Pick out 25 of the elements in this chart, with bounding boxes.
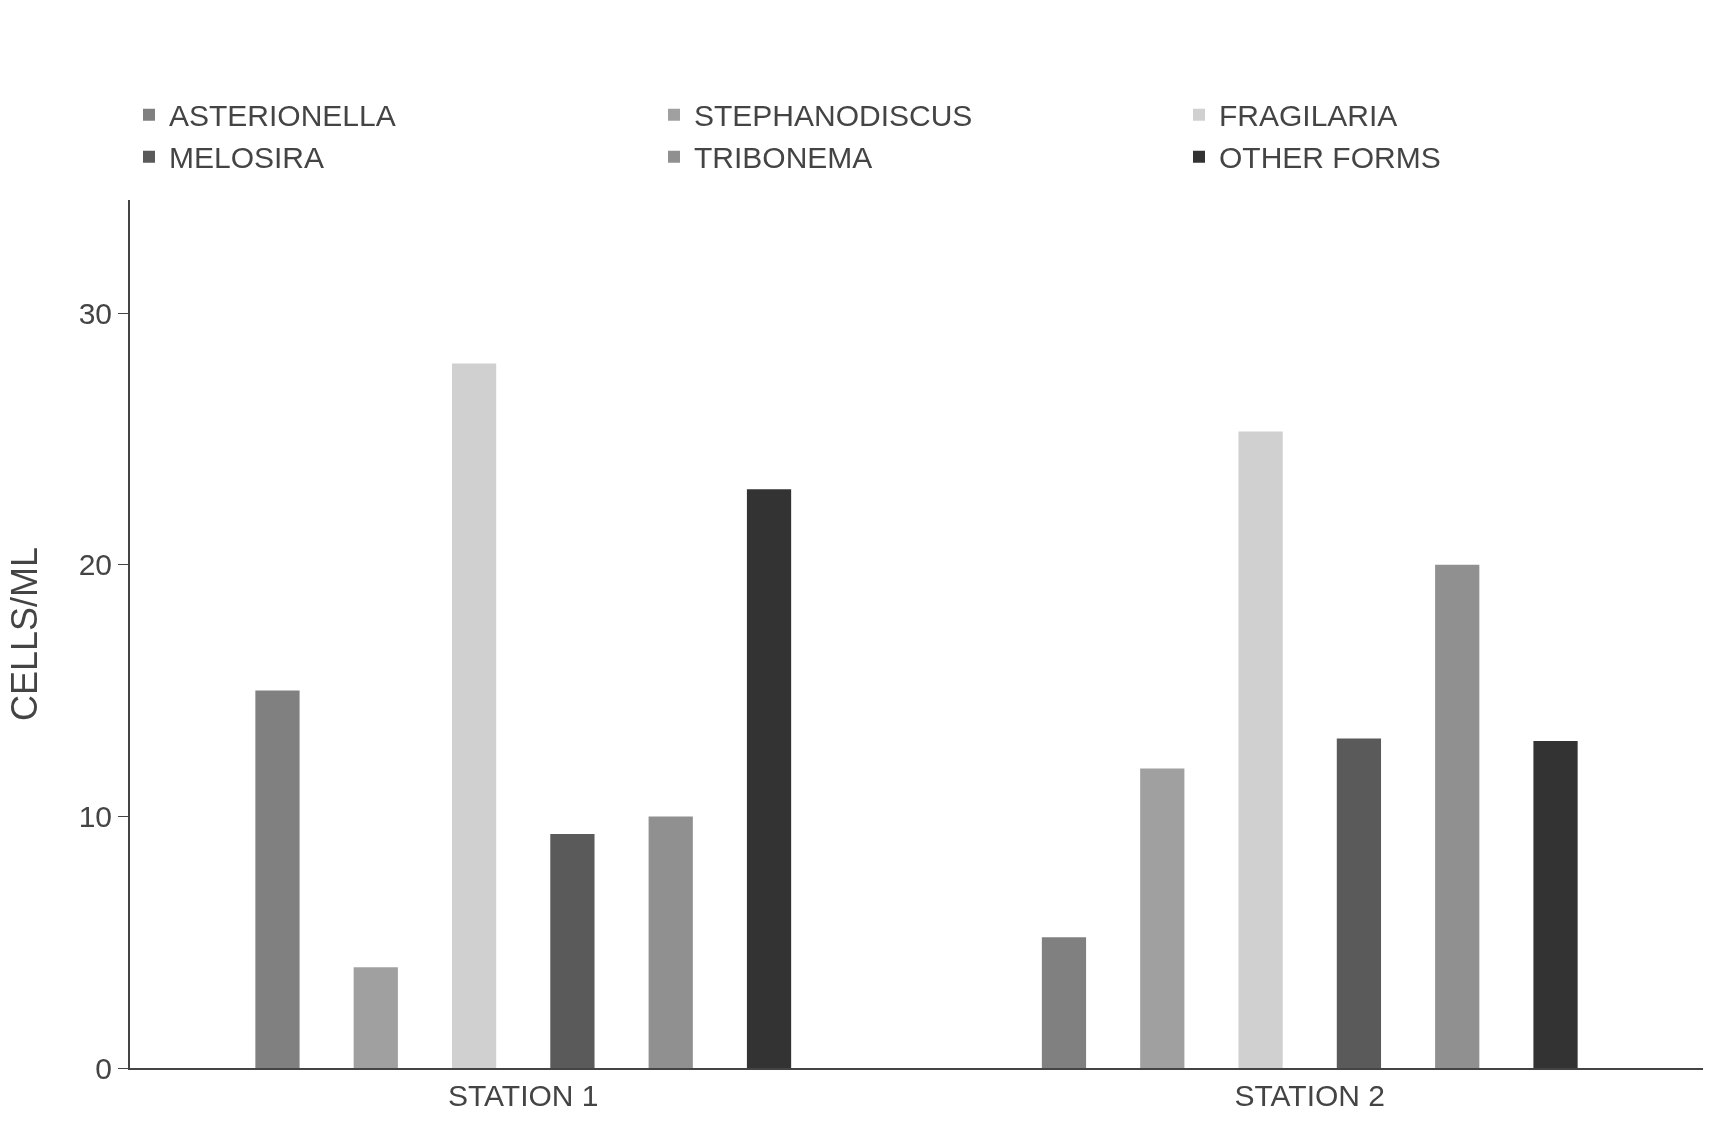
bar <box>1336 738 1382 1068</box>
y-tick-label: 0 <box>95 1051 112 1085</box>
bar <box>550 834 595 1068</box>
legend-label: TRIBONEMA <box>694 141 873 175</box>
legend-label: STEPHANODISCUS <box>694 99 973 133</box>
y-tick-label: 30 <box>78 296 112 330</box>
bar <box>1041 937 1087 1068</box>
bar <box>1140 768 1185 1068</box>
y-tick-label: 20 <box>78 548 112 582</box>
legend-label: ASTERIONELLA <box>169 99 396 133</box>
x-tick-label: STATION 1 <box>447 1079 599 1112</box>
legend-label: OTHER FORMS <box>1219 141 1441 175</box>
bar <box>1238 431 1283 1068</box>
bar <box>353 967 398 1068</box>
bar <box>255 690 300 1068</box>
legend-label: MELOSIRA <box>169 141 325 175</box>
bar <box>1435 564 1480 1068</box>
legend-label: FRAGILARIA <box>1219 99 1398 133</box>
bar <box>451 363 497 1068</box>
bar <box>648 816 693 1068</box>
y-tick-label: 10 <box>78 799 112 833</box>
y-axis-title: CELLS/ML <box>4 546 46 722</box>
bar <box>746 489 792 1068</box>
bar <box>1533 740 1578 1068</box>
x-tick-label: STATION 2 <box>1234 1079 1386 1112</box>
